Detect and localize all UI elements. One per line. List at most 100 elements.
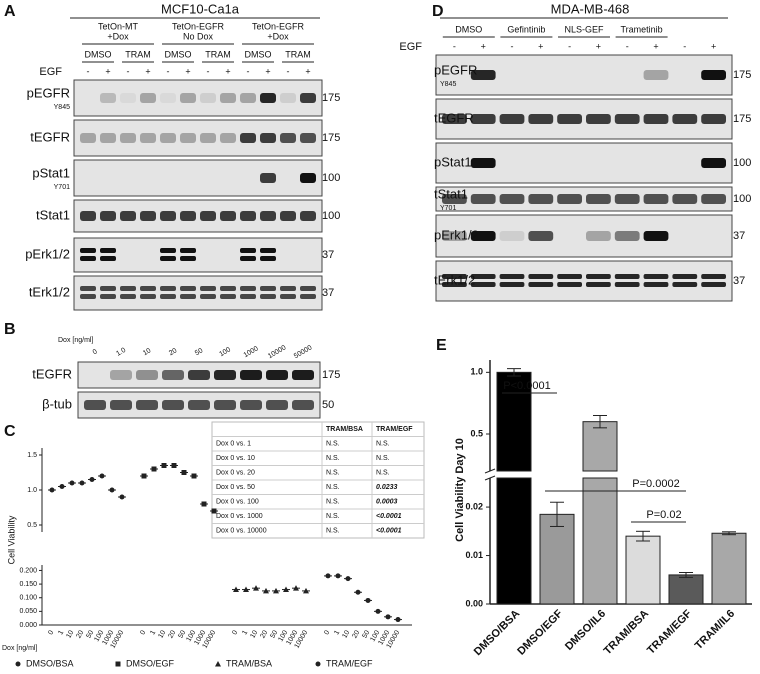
band	[160, 93, 176, 103]
band	[280, 286, 296, 291]
label: 37	[733, 275, 745, 287]
dot	[335, 573, 341, 579]
band	[160, 211, 176, 221]
band	[80, 133, 96, 143]
label: 175	[733, 69, 751, 81]
label: Dox 0 vs. 10000	[216, 528, 267, 535]
label: 10	[142, 347, 152, 357]
dot	[233, 586, 239, 593]
label: Cell Viability	[6, 515, 16, 564]
label: DMSO/BSA	[26, 658, 74, 668]
band	[614, 114, 640, 124]
band	[240, 93, 256, 103]
band	[100, 294, 116, 299]
dot	[49, 487, 55, 493]
band	[110, 370, 132, 380]
band	[120, 211, 136, 221]
band	[160, 248, 176, 253]
dot	[283, 586, 289, 593]
label: +	[305, 66, 310, 76]
label: 20	[351, 629, 361, 639]
label: +	[596, 41, 601, 51]
band	[260, 93, 276, 103]
dot	[79, 480, 85, 486]
label: tEGFR	[32, 366, 72, 381]
band	[180, 256, 196, 261]
label: TetOn-EGFR	[252, 21, 305, 31]
label: +	[538, 41, 543, 51]
band	[470, 194, 496, 204]
label: TRAM/EGF	[326, 658, 373, 668]
label: 1.0	[470, 367, 483, 377]
band	[643, 282, 669, 287]
band	[160, 286, 176, 291]
band	[220, 133, 236, 143]
band	[140, 294, 156, 299]
label: 50	[85, 629, 95, 639]
label: 175	[322, 92, 340, 104]
label: Dox [ng/ml]	[2, 645, 37, 652]
blot	[73, 79, 323, 117]
dot	[141, 473, 147, 479]
dot	[365, 597, 371, 603]
band	[100, 211, 116, 221]
label: pErk1/2	[434, 227, 479, 242]
band	[266, 400, 288, 410]
band	[442, 282, 467, 287]
dot	[191, 473, 197, 479]
band	[260, 294, 276, 299]
label: No Dox	[183, 31, 214, 41]
band	[300, 211, 316, 221]
blot	[73, 159, 323, 197]
band	[528, 282, 554, 287]
label: 50	[269, 629, 279, 639]
band	[701, 194, 726, 204]
band	[557, 282, 582, 287]
band	[300, 133, 316, 143]
band	[162, 370, 184, 380]
band	[140, 211, 156, 221]
label: DMSO/EGF	[515, 607, 565, 657]
label: N.S.	[326, 499, 340, 506]
label: 0.0233	[376, 484, 398, 491]
band	[280, 133, 296, 143]
band	[701, 158, 726, 168]
bar	[711, 532, 747, 605]
label: +	[481, 41, 486, 51]
dot	[303, 587, 309, 594]
label: 1.0	[27, 487, 37, 494]
label: 1	[149, 629, 157, 636]
band	[160, 256, 176, 261]
label: -	[87, 66, 90, 76]
label: 37	[733, 230, 745, 242]
label: A	[4, 3, 16, 20]
label: -	[207, 66, 210, 76]
dot	[181, 470, 187, 475]
band	[260, 133, 276, 143]
band	[260, 173, 276, 183]
band	[180, 286, 196, 291]
band	[84, 400, 106, 410]
label: +Dox	[107, 31, 129, 41]
label: TetOn-EGFR	[172, 21, 225, 31]
band	[220, 286, 236, 291]
label: tStat1	[36, 207, 70, 222]
label: tErk1/2	[29, 284, 70, 299]
label: tStat1	[434, 186, 468, 201]
band	[220, 211, 236, 221]
bar	[625, 535, 661, 605]
band	[586, 231, 611, 241]
band	[220, 294, 236, 299]
label: +	[265, 66, 270, 76]
label: -	[247, 66, 250, 76]
band	[240, 256, 256, 261]
band	[200, 286, 216, 291]
band	[614, 194, 640, 204]
band	[260, 286, 276, 291]
label: MDA-MB-468	[551, 1, 630, 16]
label: 10	[65, 629, 75, 639]
label: 0.200	[19, 567, 37, 574]
label: -	[568, 41, 571, 51]
band	[280, 294, 296, 299]
